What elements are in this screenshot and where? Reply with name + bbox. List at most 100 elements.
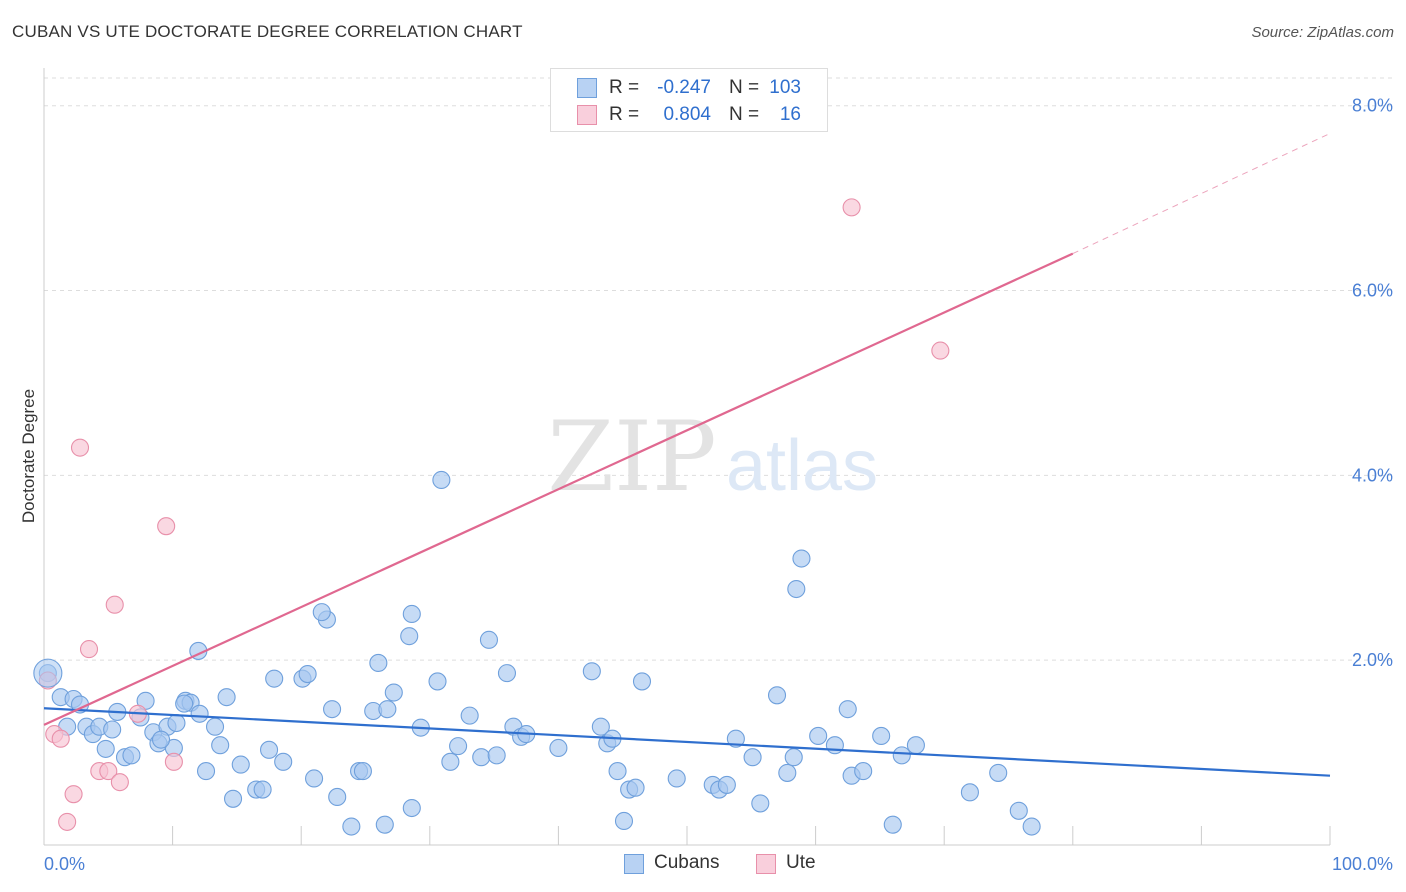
axis-layer xyxy=(43,68,1331,846)
cubans-point xyxy=(96,739,115,758)
cubans-point xyxy=(400,627,419,646)
ute-point xyxy=(110,773,129,792)
cubans-point xyxy=(717,775,736,794)
cubans-point xyxy=(402,604,421,624)
cubans-point xyxy=(784,748,803,767)
cubans-point xyxy=(1009,801,1028,820)
r-label: R = xyxy=(609,104,640,125)
ute-point xyxy=(58,812,77,831)
cubans-point xyxy=(892,746,911,765)
cubans-point xyxy=(582,662,601,681)
watermark-zip: ZIP xyxy=(547,401,716,513)
ute-point xyxy=(105,595,124,614)
watermark-atlas: atlas xyxy=(726,426,878,506)
ute-point xyxy=(164,752,183,771)
watermark: ZIP atlas xyxy=(547,401,878,513)
cubans-point xyxy=(497,664,517,683)
trend-layer xyxy=(43,132,1331,777)
stats-row-ute: R = 0.804 N = 16 xyxy=(551,102,827,128)
ute-point xyxy=(70,438,90,457)
y-tick-label: 4.0% xyxy=(1352,465,1393,485)
y-tick-label: 6.0% xyxy=(1352,281,1393,301)
ute-trend-extension xyxy=(1072,132,1331,255)
ute-point xyxy=(79,640,99,659)
chart-legend: Cubans Ute xyxy=(0,852,1406,878)
y-axis-label: Doctorate Degree xyxy=(19,389,38,523)
cubans-point xyxy=(298,664,317,684)
grid-layer xyxy=(44,77,1392,661)
cubans-point xyxy=(328,787,347,806)
r-label: R = xyxy=(609,77,640,98)
ute-point xyxy=(64,785,83,804)
cubans-point xyxy=(378,700,397,719)
ute-point xyxy=(51,729,70,748)
cubans-point xyxy=(253,780,272,799)
n-label: N = xyxy=(729,104,760,125)
cubans-point xyxy=(989,763,1008,782)
x-tick-label: 0.0% xyxy=(44,854,85,874)
cubans-point xyxy=(231,755,250,774)
cubans-point xyxy=(825,736,844,755)
cubans-point xyxy=(342,817,361,836)
cubans-point xyxy=(259,740,279,759)
cubans-point xyxy=(432,470,451,490)
cubans-point xyxy=(472,748,491,767)
n-label: N = xyxy=(729,77,760,98)
cubans-point xyxy=(838,700,857,719)
ute-point xyxy=(99,762,118,781)
ute-point xyxy=(842,198,861,217)
cubans-point xyxy=(787,579,806,599)
r-value: 0.804 xyxy=(663,104,711,125)
ute-point xyxy=(157,517,176,536)
n-value: 16 xyxy=(779,104,801,125)
cubans-point xyxy=(122,746,141,765)
cubans-point xyxy=(441,752,460,771)
cubans-point xyxy=(205,717,225,736)
cubans-point xyxy=(960,783,979,802)
legend-swatch-ute xyxy=(756,854,776,874)
cubans-point xyxy=(626,778,645,797)
cubans-point xyxy=(428,672,447,691)
cubans-point xyxy=(667,769,686,788)
cubans-point xyxy=(196,762,216,781)
y-tick-label: 8.0% xyxy=(1352,96,1393,116)
cubans-point xyxy=(751,794,770,813)
label-layer: Doctorate Degree 2.0% 4.0% 6.0% 8.0% 0.0% 100… xyxy=(19,96,1393,874)
cubans-point xyxy=(767,686,787,705)
legend-label-ute: Ute xyxy=(786,852,816,873)
cubans-point xyxy=(323,700,342,719)
cubans-point xyxy=(190,704,209,723)
cubans-point xyxy=(449,737,468,756)
cubans-point xyxy=(906,736,925,755)
cubans-point xyxy=(369,653,388,673)
cubans-point xyxy=(549,738,568,758)
stats-box: R = -0.247 N = 103 R = 0.804 N = 16 xyxy=(550,68,828,132)
cubans-point xyxy=(265,669,284,688)
cubans-point xyxy=(211,736,230,755)
ute-swatch xyxy=(577,105,597,125)
cubans-trend-line xyxy=(43,707,1331,777)
cubans-point xyxy=(274,752,293,771)
cubans-point xyxy=(591,717,610,736)
cubans-point xyxy=(305,769,324,788)
cubans-swatch xyxy=(577,78,597,98)
ute-point xyxy=(931,341,950,360)
cubans-point xyxy=(778,763,797,782)
n-value: 103 xyxy=(769,77,801,98)
cubans-point xyxy=(743,748,762,767)
legend-swatch-cubans xyxy=(624,854,644,874)
cubans-point xyxy=(854,762,873,781)
cubans-point xyxy=(632,672,652,691)
cubans-point xyxy=(460,706,479,725)
points-layer xyxy=(33,198,1041,836)
cubans-point xyxy=(487,746,506,765)
cubans-point xyxy=(726,729,745,748)
cubans-point xyxy=(217,688,236,707)
cubans-point xyxy=(312,603,331,622)
cubans-point xyxy=(479,630,499,649)
source-credit: Source: ZipAtlas.com xyxy=(1251,24,1394,41)
chart-title: CUBAN VS UTE DOCTORATE DEGREE CORRELATIO… xyxy=(12,22,523,41)
cubans-point xyxy=(175,694,194,713)
cubans-point xyxy=(614,811,634,831)
